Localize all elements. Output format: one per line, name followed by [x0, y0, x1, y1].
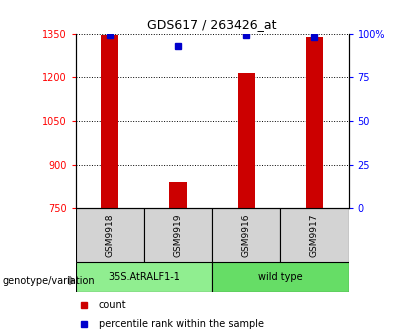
- Text: genotype/variation: genotype/variation: [2, 276, 95, 286]
- Text: count: count: [99, 300, 126, 309]
- Bar: [306, 37, 323, 208]
- Bar: [101, 35, 118, 208]
- Bar: [212, 262, 349, 292]
- Text: wild type: wild type: [258, 272, 303, 282]
- Text: GSM9917: GSM9917: [310, 213, 319, 257]
- Text: GSM9916: GSM9916: [242, 213, 251, 257]
- Bar: [76, 262, 212, 292]
- Bar: [238, 73, 255, 208]
- Text: percentile rank within the sample: percentile rank within the sample: [99, 319, 264, 329]
- Bar: [281, 208, 349, 262]
- Bar: [212, 208, 281, 262]
- Bar: [76, 208, 144, 262]
- Bar: [169, 182, 186, 208]
- Text: GSM9919: GSM9919: [173, 213, 182, 257]
- Text: GSM9918: GSM9918: [105, 213, 114, 257]
- Bar: [144, 208, 212, 262]
- Text: 35S.AtRALF1-1: 35S.AtRALF1-1: [108, 272, 180, 282]
- Title: GDS617 / 263426_at: GDS617 / 263426_at: [147, 18, 277, 31]
